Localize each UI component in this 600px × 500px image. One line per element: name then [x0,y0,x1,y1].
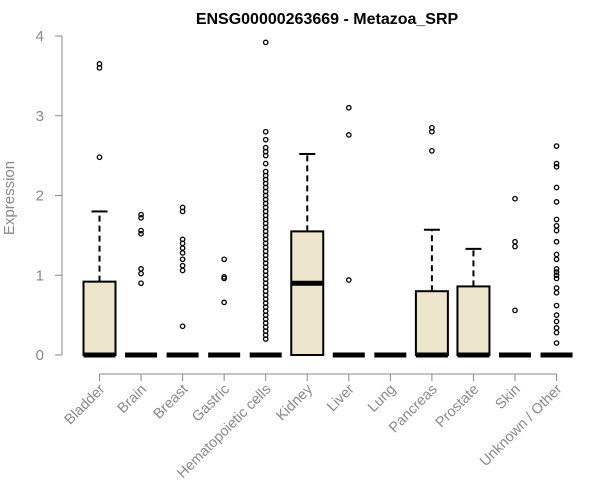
outlier-point [553,312,560,318]
box [290,230,325,356]
y-axis-label: Expression [1,161,18,235]
x-tick-label: Prostate [433,382,482,431]
outlier-point [553,199,560,205]
box-group-brain [125,211,158,358]
box [414,290,449,357]
outlier-point [96,61,103,67]
chart-title: ENSG00000263669 - Metazoa_SRP [196,11,459,28]
outlier-point [553,325,560,331]
box-group-pancreas [414,124,449,358]
x-tick-label: Lung [365,382,399,416]
outlier-point [138,266,144,272]
box-group-bladder [82,61,117,358]
outlier-point [553,275,560,282]
box-group-unknown-other [540,143,573,358]
x-tick-label: Breast [150,382,191,423]
outlier-point [553,184,560,191]
outlier-point [262,39,269,46]
axes: 0 1 2 3 4 [36,28,557,375]
outlier-point [221,256,227,263]
box-group-breast [166,204,199,358]
box-group-prostate [456,247,491,358]
outlier-point [553,160,560,167]
outlier-point [179,236,186,243]
outlier-point [179,204,186,211]
outlier-point [553,216,560,223]
outlier-point [138,280,144,287]
outlier-point [512,243,518,250]
outlier-point [179,245,186,251]
outlier-point [553,340,560,346]
outlier-point [179,267,186,274]
box-group-gastric [208,256,241,358]
outlier-point [553,227,560,234]
outlier-point [179,250,186,256]
outlier-point [553,266,560,272]
x-tick-label: Liver [324,381,358,415]
outlier-point [221,299,227,306]
outlier-point [345,132,352,138]
x-tick-label: Skin [493,382,524,413]
outlier-point [553,238,560,245]
outlier-point [553,289,560,296]
outlier-point [553,318,560,325]
outlier-point [553,269,560,275]
outlier-point [553,256,560,263]
outlier-point [262,144,269,151]
plot-area [82,39,573,358]
outlier-point [553,302,560,309]
box [82,280,117,357]
outlier-point [429,147,435,154]
outlier-point [138,211,144,218]
box-group-hematopoietic-cells [249,39,282,358]
y-tick-label: 1 [36,267,44,284]
box [456,285,491,357]
box-group-kidney [290,153,325,356]
y-tick-label: 3 [36,108,44,125]
outlier-point [553,143,560,149]
outlier-point [429,124,435,131]
outlier-point [96,154,103,161]
x-tick-label: Kidney [273,381,316,424]
outlier-point [179,256,186,263]
outlier-point [553,222,560,229]
outlier-point [138,214,144,221]
outlier-point [553,163,560,170]
outlier-point [262,160,269,167]
outlier-point [138,227,144,234]
outlier-point [553,285,560,291]
outlier-point [345,277,352,283]
outlier-point [179,262,186,269]
x-tick-label: Bladder [62,381,109,428]
outlier-point [221,273,227,280]
outlier-point [262,128,269,135]
box-group-skin [499,195,531,358]
x-tick-label: Brain [115,382,150,417]
outlier-point [553,272,560,279]
box-group-liver [332,104,365,358]
outlier-point [138,270,144,277]
outlier-point [262,168,269,175]
outlier-point [512,238,518,245]
outlier-point [512,307,518,314]
y-tick-label: 4 [36,28,44,45]
outlier-point [179,323,186,330]
outlier-point [262,136,269,143]
y-tick-label: 0 [36,347,44,364]
outlier-point [345,104,352,111]
outlier-point [512,195,518,202]
outlier-point [138,230,144,237]
y-tick-label: 2 [36,188,44,205]
outlier-point [553,329,560,336]
outlier-point [553,251,560,258]
